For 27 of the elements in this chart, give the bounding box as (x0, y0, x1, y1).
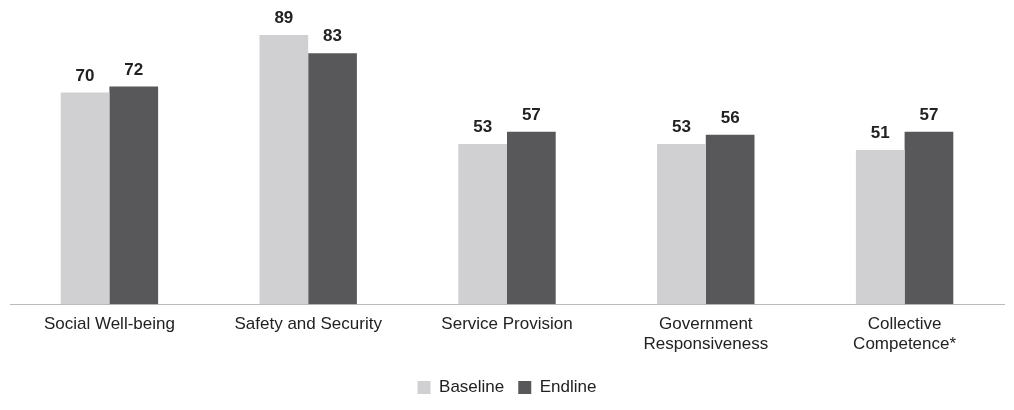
bar (705, 134, 755, 305)
data-label: 57 (919, 104, 939, 124)
data-label: 53 (671, 117, 691, 137)
bar (904, 131, 954, 305)
x-tick-label: Government Responsiveness (643, 314, 769, 354)
data-label: 56 (720, 108, 740, 128)
x-tick-label: Social Well-being (43, 314, 175, 334)
bar (259, 35, 309, 305)
bar (855, 149, 905, 305)
data-label: 72 (124, 59, 144, 79)
legend-label: Baseline (439, 377, 505, 397)
legend-label: Endline (539, 377, 597, 397)
data-label: 51 (870, 123, 890, 143)
bar (60, 92, 110, 305)
bar (507, 131, 556, 305)
bar (458, 143, 507, 305)
x-tick-label: Collective Competence* (853, 314, 957, 354)
bar (308, 53, 357, 305)
data-label: 57 (521, 104, 541, 124)
data-label: 70 (75, 65, 95, 85)
data-label: 89 (274, 8, 294, 28)
bar (657, 143, 706, 305)
x-tick-label: Safety and Security (234, 314, 383, 334)
data-label: 53 (473, 117, 493, 137)
data-label: 83 (323, 26, 343, 46)
x-tick-label: Service Provision (441, 314, 573, 334)
bar (109, 86, 159, 305)
